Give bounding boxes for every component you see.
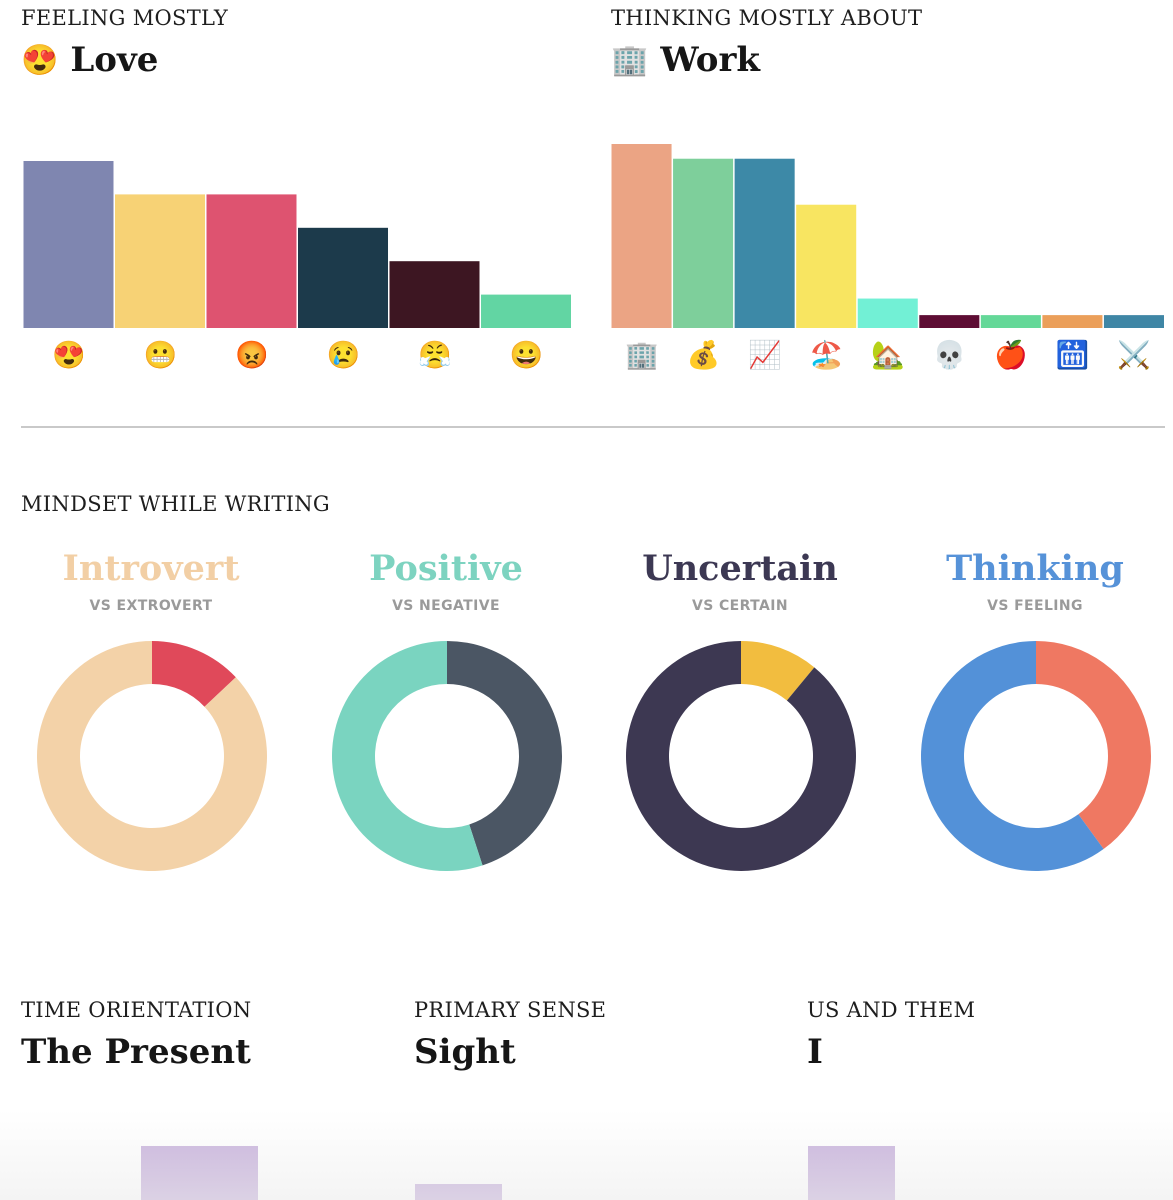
uncertain-donut-chart <box>626 641 856 871</box>
feel-chart-category-icon-0: 😍 <box>52 340 86 371</box>
time-bar <box>141 1146 258 1200</box>
think-chart-bar-5 <box>919 315 980 328</box>
sense-value: Sight <box>414 1032 516 1072</box>
donut2-slice-uncertain <box>626 641 856 871</box>
feel-chart-bar-0 <box>23 161 114 328</box>
positive-donut-chart <box>331 641 562 871</box>
donut0-slice-extrovert <box>152 641 236 707</box>
think-chart-category-icon-2: 📈 <box>748 339 782 371</box>
sense-caption: PRIMARY SENSE <box>414 998 607 1022</box>
feel-chart-category-icon-3: 😢 <box>326 340 360 371</box>
donut1-slice-positive <box>331 641 483 871</box>
usthem-value: I <box>807 1032 823 1072</box>
feeling-caption: FEELING MOSTLY <box>21 6 229 30</box>
think-chart-bar-0 <box>611 144 672 328</box>
think-chart-category-icon-5: 💀 <box>933 339 967 371</box>
think-chart-bar-6 <box>980 315 1041 328</box>
donut3-slice-thinking <box>920 641 1104 871</box>
feel-chart-bar-2 <box>206 194 297 328</box>
time-value: The Present <box>21 1032 251 1072</box>
feel-chart-bar-5 <box>481 294 571 328</box>
feel-chart-category-icon-1: 😬 <box>143 340 177 371</box>
mindset-title-uncertain: Uncertain <box>642 548 838 589</box>
donut2-slice-certain <box>741 641 815 701</box>
feel-chart-bar-4 <box>389 261 480 328</box>
thinking-bar-chart: 🏢 💰 📈 🏖️ 🏡 💀 🍎 🛗 ⚔️ <box>611 144 1164 371</box>
think-chart-category-icon-6: 🍎 <box>994 338 1028 371</box>
think-chart-category-icon-8: ⚔️ <box>1117 339 1151 371</box>
donut1-slice-negative <box>447 641 562 866</box>
think-chart-category-icon-0: 🏢 <box>625 340 659 371</box>
section-divider <box>21 426 1165 428</box>
usthem-bar <box>808 1146 895 1200</box>
think-chart-bar-2 <box>734 158 795 328</box>
feel-chart-category-icon-4: 😤 <box>418 340 452 371</box>
mindset-caption: MINDSET WHILE WRITING <box>21 492 330 516</box>
feeling-bar-chart: 😍 😬 😡 😢 😤 😀 <box>23 161 571 371</box>
usthem-caption: US AND THEM <box>807 998 976 1022</box>
mindset-subtitle-feeling: VS FEELING <box>987 598 1083 614</box>
feel-chart-category-icon-2: 😡 <box>235 340 269 371</box>
thinking-value-label: Work <box>660 40 760 80</box>
office-building-icon: 🏢 <box>611 42 649 78</box>
time-caption: TIME ORIENTATION <box>21 998 252 1022</box>
think-chart-bar-4 <box>857 298 918 328</box>
mindset-subtitle-extrovert: VS EXTROVERT <box>89 598 213 614</box>
thinking-value: 🏢 Work <box>611 40 760 80</box>
introvert-donut-chart <box>36 641 267 871</box>
think-chart-category-icon-4: 🏡 <box>871 340 905 371</box>
feeling-value-label: Love <box>70 40 159 80</box>
mindset-title-thinking: Thinking <box>946 548 1124 589</box>
thinking-donut-chart <box>920 641 1151 871</box>
love-emoji-icon: 😍 <box>21 42 59 78</box>
think-chart-bar-1 <box>673 158 734 328</box>
feel-chart-category-icon-5: 😀 <box>509 340 543 371</box>
mindset-subtitle-certain: VS CERTAIN <box>691 598 788 614</box>
think-chart-bar-7 <box>1042 315 1103 328</box>
think-chart-category-icon-1: 💰 <box>687 339 721 371</box>
sense-bar <box>415 1184 502 1200</box>
mindset-title-positive: Positive <box>369 548 523 589</box>
feeling-value: 😍 Love <box>21 40 158 80</box>
think-chart-bar-3 <box>796 204 857 328</box>
mindset-subtitle-negative: VS NEGATIVE <box>392 598 500 614</box>
mindset-title-introvert: Introvert <box>62 548 240 589</box>
donut3-slice-feeling <box>1036 641 1151 850</box>
feel-chart-bar-3 <box>298 227 388 328</box>
think-chart-category-icon-7: 🛗 <box>1056 339 1090 371</box>
think-chart-category-icon-3: 🏖️ <box>810 339 844 371</box>
thinking-caption: THINKING MOSTLY ABOUT <box>611 6 923 30</box>
think-chart-bar-8 <box>1103 315 1164 328</box>
donut0-slice-introvert <box>36 641 267 871</box>
feel-chart-bar-1 <box>115 194 205 328</box>
